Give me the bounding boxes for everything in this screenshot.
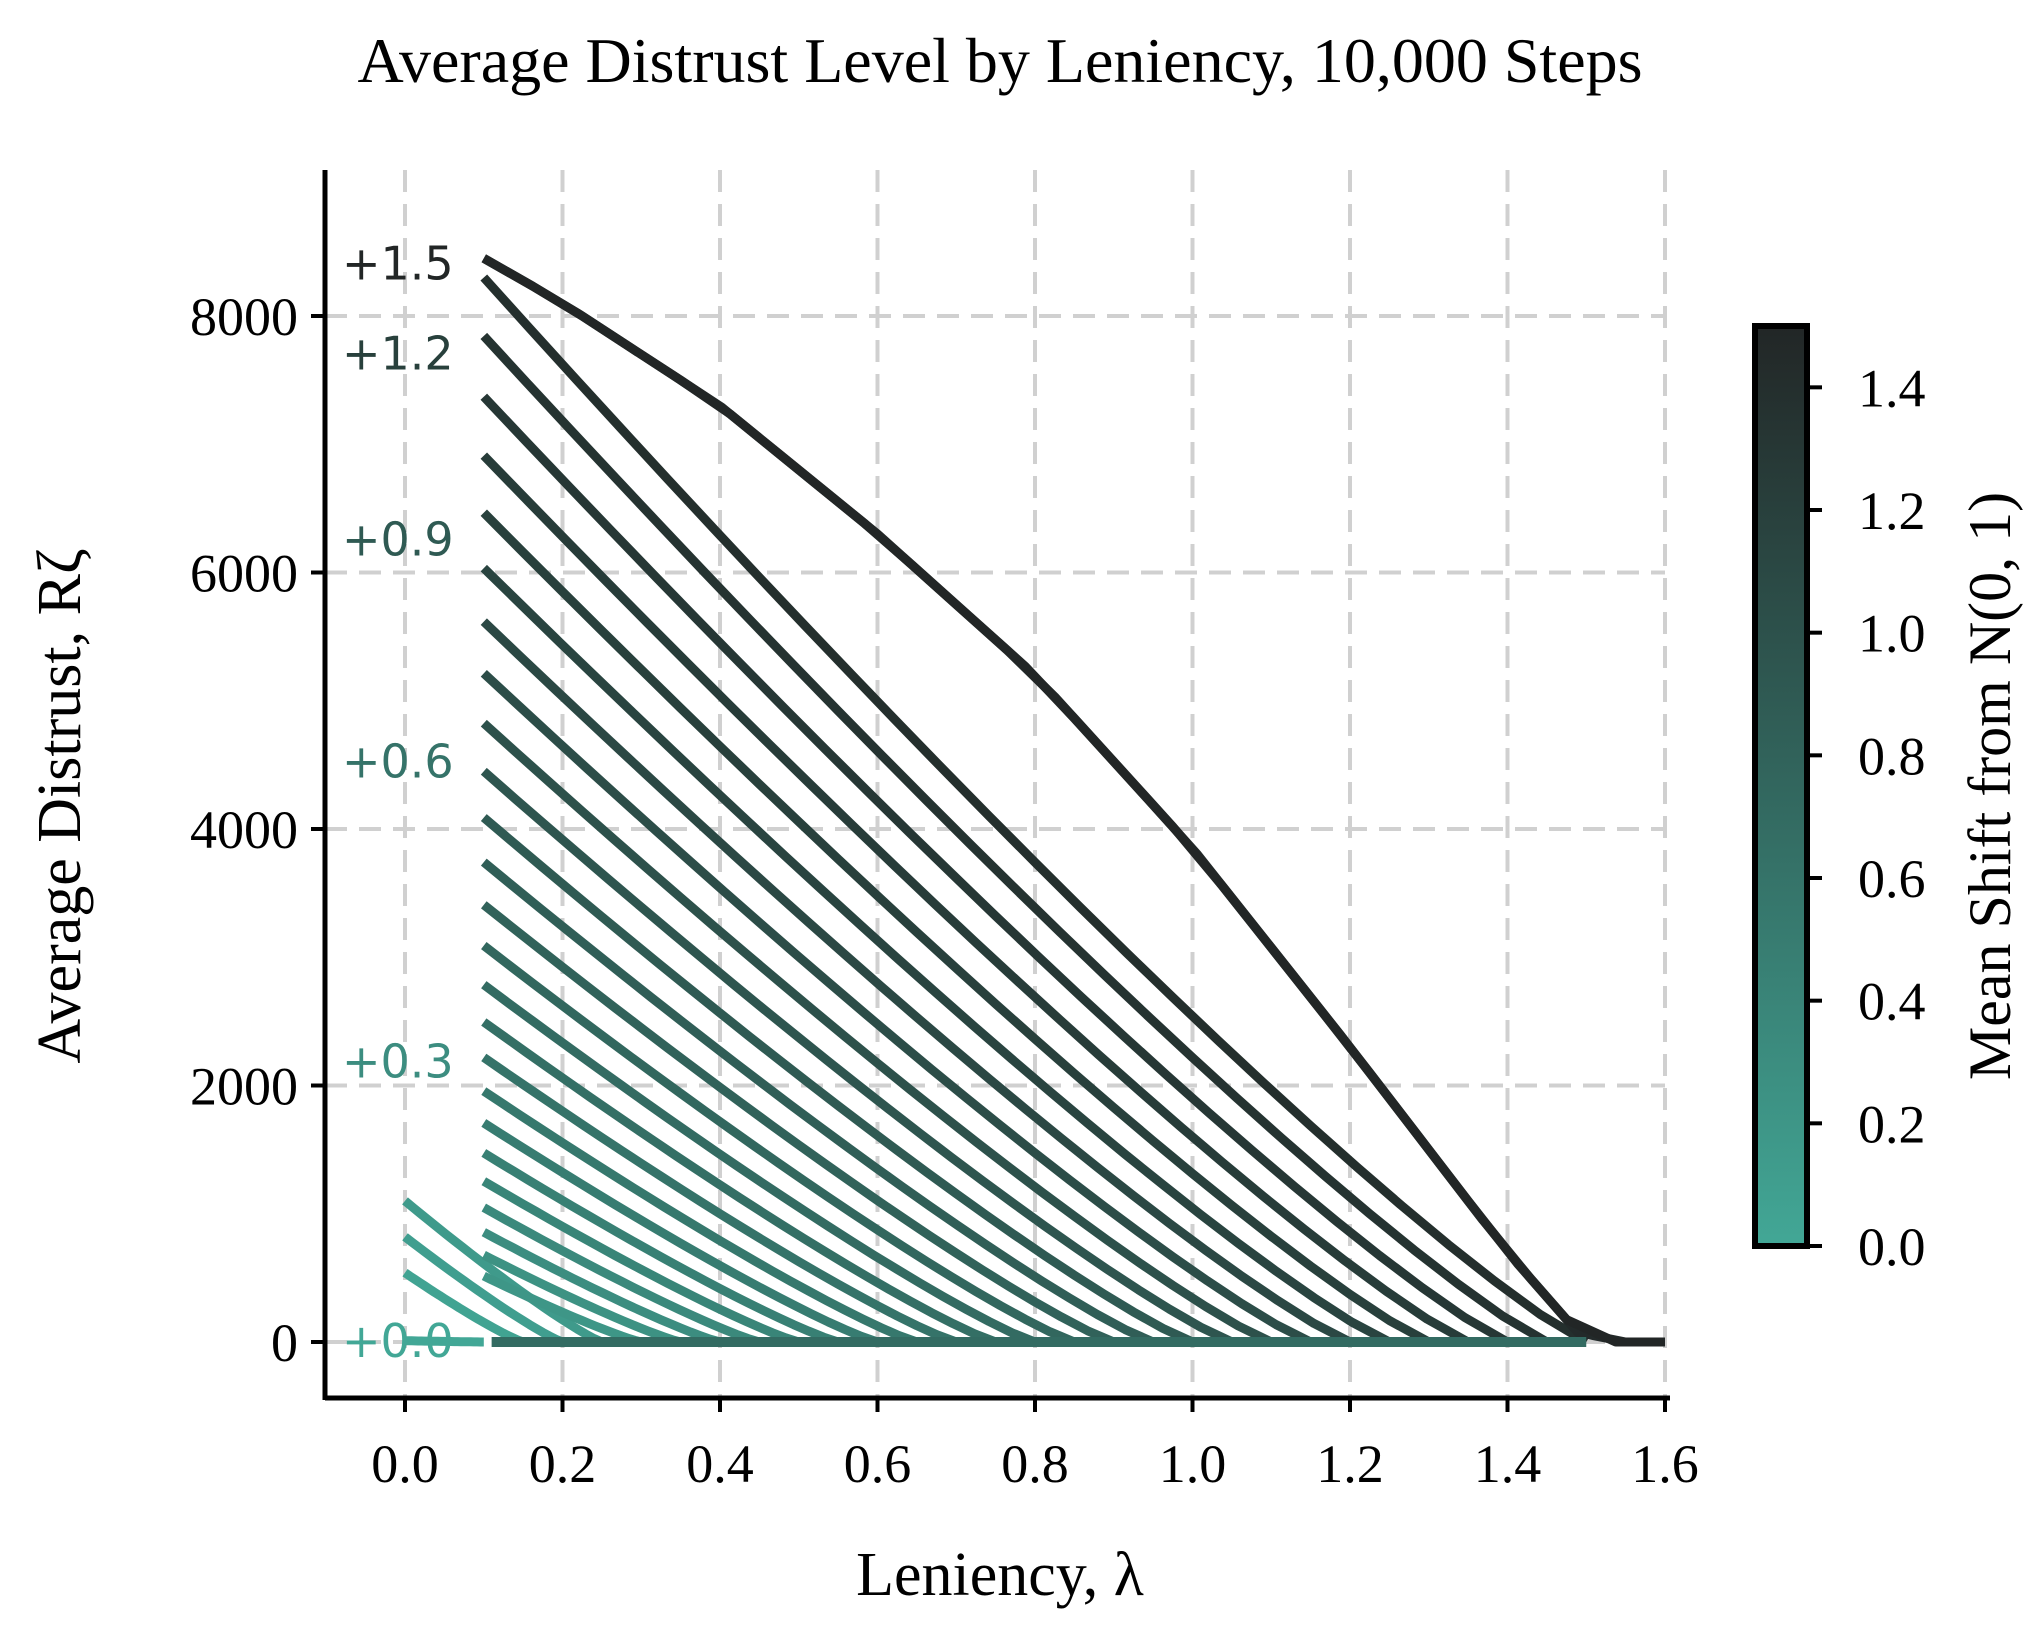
x-ticks: 0.0 0.2 0.4 0.6 0.8 1.0 1.2 1.4 1.6 xyxy=(371,1398,1699,1494)
colorbar-tick-label: 0.0 xyxy=(1858,1217,1926,1277)
series-line xyxy=(480,452,1471,1346)
series-line xyxy=(481,981,1037,1347)
series-lines xyxy=(402,254,1665,1347)
grid xyxy=(325,170,1667,1398)
series-line xyxy=(402,1269,525,1347)
series-line xyxy=(481,1053,958,1347)
series-line xyxy=(480,393,1510,1346)
y-tick-label: 6000 xyxy=(190,544,298,604)
x-tick-label: 0.0 xyxy=(371,1434,439,1494)
x-axis-label: Leniency, λ xyxy=(856,1541,1144,1609)
series-line xyxy=(481,1149,840,1347)
y-tick-label: 0 xyxy=(271,1313,298,1373)
colorbar-label: Mean Shift from N(0, 1) xyxy=(1957,492,2023,1080)
y-ticks: 0 2000 4000 6000 8000 xyxy=(190,287,325,1373)
y-tick-label: 8000 xyxy=(190,287,298,347)
colorbar-tick-label: 0.4 xyxy=(1858,972,1926,1032)
series-line xyxy=(481,1271,643,1347)
y-tick-label: 2000 xyxy=(190,1057,298,1117)
series-line xyxy=(481,1203,761,1347)
y-tick-label: 4000 xyxy=(190,800,298,860)
colorbar-tick-label: 1.2 xyxy=(1858,481,1926,541)
series-line xyxy=(481,254,1665,1347)
series-line xyxy=(480,274,1589,1346)
series-line xyxy=(481,1177,801,1347)
shift-label: +1.5 xyxy=(342,237,454,291)
shift-label: +0.6 xyxy=(342,734,454,788)
x-tick-label: 0.6 xyxy=(844,1434,912,1494)
colorbar-tick-label: 0.2 xyxy=(1858,1094,1926,1154)
shift-label: +1.2 xyxy=(342,326,454,380)
colorbar-tick-label: 0.6 xyxy=(1858,849,1926,909)
y-axis-label: Average Distrust, Rζ xyxy=(26,548,94,1063)
shift-label: +0.3 xyxy=(342,1034,454,1088)
colorbar-ticks: 0.0 0.2 0.4 0.6 0.8 1.0 1.2 1.4 xyxy=(1807,358,1926,1277)
chart-title: Average Distrust Level by Leniency, 10,0… xyxy=(358,25,1643,96)
x-tick-label: 0.4 xyxy=(686,1434,754,1494)
colorbar-tick-label: 1.4 xyxy=(1858,358,1926,418)
shift-label: +0.9 xyxy=(342,512,454,566)
x-tick-label: 0.2 xyxy=(529,1434,597,1494)
series-line xyxy=(481,901,1116,1347)
series-line xyxy=(481,942,1077,1347)
series-line xyxy=(480,564,1392,1346)
shift-labels: +0.0 +0.3 +0.6 +0.9 +1.2 +1.5 xyxy=(342,237,454,1368)
series-line xyxy=(481,1018,998,1347)
series-line xyxy=(480,509,1431,1346)
series-line xyxy=(403,1336,485,1347)
colorbar-tick-label: 1.0 xyxy=(1858,604,1926,664)
series-line xyxy=(480,858,1155,1347)
series-line xyxy=(402,1233,565,1347)
series-line xyxy=(402,1197,604,1347)
series-line xyxy=(480,332,1550,1346)
series-line xyxy=(480,719,1274,1347)
series-line xyxy=(480,670,1313,1347)
x-tick-label: 1.6 xyxy=(1631,1434,1699,1494)
series-line xyxy=(481,1119,879,1347)
series-line xyxy=(480,814,1195,1347)
series-line xyxy=(480,618,1353,1347)
x-tick-label: 1.2 xyxy=(1316,1434,1384,1494)
x-tick-label: 1.4 xyxy=(1474,1434,1542,1494)
colorbar xyxy=(1752,323,1810,1249)
colorbar-tick-label: 0.8 xyxy=(1858,726,1926,786)
x-tick-label: 1.0 xyxy=(1159,1434,1227,1494)
series-line xyxy=(481,1087,919,1347)
shift-label: +0.0 xyxy=(342,1314,454,1368)
series-line xyxy=(480,767,1234,1347)
x-tick-label: 0.8 xyxy=(1001,1434,1069,1494)
series-line xyxy=(481,1228,722,1347)
series-line xyxy=(481,1250,682,1347)
